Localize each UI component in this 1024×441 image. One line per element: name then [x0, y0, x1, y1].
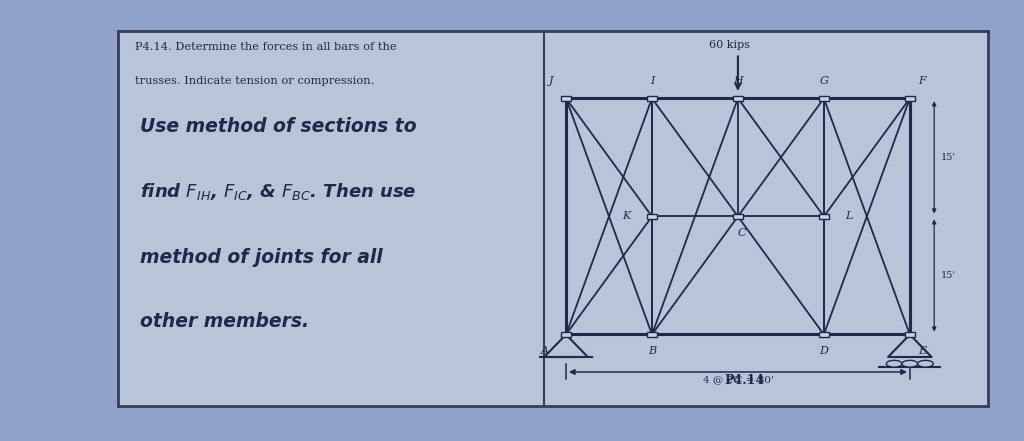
FancyBboxPatch shape	[818, 96, 829, 101]
Text: other members.: other members.	[139, 312, 308, 331]
FancyBboxPatch shape	[561, 332, 571, 337]
FancyBboxPatch shape	[818, 214, 829, 219]
Circle shape	[902, 360, 918, 367]
Text: Use method of sections to: Use method of sections to	[139, 117, 416, 136]
Circle shape	[887, 360, 902, 367]
Text: I: I	[650, 76, 654, 86]
Text: L: L	[846, 211, 853, 221]
FancyBboxPatch shape	[647, 96, 657, 101]
Text: C: C	[738, 228, 746, 238]
Text: B: B	[648, 346, 656, 356]
Text: F: F	[919, 76, 927, 86]
Text: method of joints for all: method of joints for all	[139, 248, 382, 267]
Text: 4 @ 20' = 80': 4 @ 20' = 80'	[702, 376, 773, 385]
Text: A: A	[541, 346, 549, 356]
Text: H: H	[733, 76, 742, 86]
Text: find $\mathit{F_{IH}}$, $\mathit{F_{IC}}$, & $\mathit{F_{BC}}$. Then use: find $\mathit{F_{IH}}$, $\mathit{F_{IC}}…	[139, 181, 416, 202]
Text: 15': 15'	[941, 153, 956, 162]
Text: G: G	[819, 76, 828, 86]
FancyBboxPatch shape	[904, 332, 915, 337]
Text: 15': 15'	[941, 271, 956, 280]
Text: D: D	[819, 346, 828, 356]
FancyBboxPatch shape	[904, 96, 915, 101]
FancyBboxPatch shape	[561, 96, 571, 101]
Text: 60 kips: 60 kips	[709, 40, 750, 50]
Text: E: E	[919, 346, 927, 356]
FancyBboxPatch shape	[647, 332, 657, 337]
Text: P4.14: P4.14	[724, 374, 765, 387]
FancyBboxPatch shape	[818, 332, 829, 337]
FancyBboxPatch shape	[733, 214, 743, 219]
Text: P4.14. Determine the forces in all bars of the: P4.14. Determine the forces in all bars …	[135, 42, 396, 52]
FancyBboxPatch shape	[733, 96, 743, 101]
Circle shape	[918, 360, 933, 367]
Text: trusses. Indicate tension or compression.: trusses. Indicate tension or compression…	[135, 76, 375, 86]
FancyBboxPatch shape	[647, 214, 657, 219]
Text: K: K	[622, 211, 630, 221]
Text: J: J	[549, 76, 553, 86]
